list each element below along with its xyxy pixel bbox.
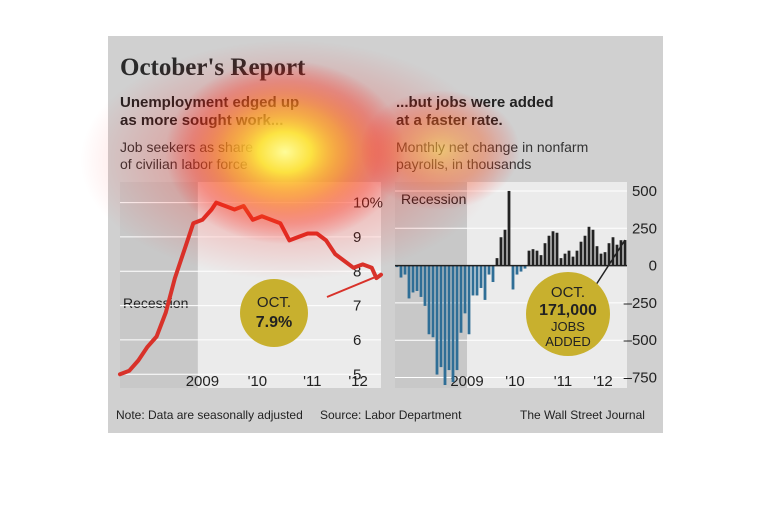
payrolls-bar — [519, 265, 523, 272]
payrolls-bar — [515, 265, 519, 275]
source-note: Source: Labor Department — [320, 408, 462, 422]
payrolls-bar — [407, 265, 411, 299]
payrolls-x-tick-label: '11 — [554, 373, 572, 390]
payrolls-bar — [571, 256, 575, 266]
payrolls-bar — [619, 240, 623, 266]
payrolls-bar — [491, 265, 495, 283]
payrolls-bar — [543, 243, 547, 266]
payrolls-bar — [467, 265, 471, 335]
unemployment-recession-band — [120, 182, 198, 388]
payrolls-bar — [439, 265, 443, 368]
payrolls-callout-bubble — [526, 272, 610, 356]
payrolls-bar — [455, 265, 459, 371]
payrolls-bar — [499, 237, 503, 266]
payrolls-chart: Recession 500 250 0 –250 –500 –750 2009 '10 '11 '1… — [395, 182, 657, 390]
unemployment-recession-label: Recession — [123, 295, 188, 311]
payrolls-bar — [539, 255, 543, 266]
payrolls-callout-line-2: 171,000 — [539, 302, 597, 319]
unemployment-y-tick-label: 10% — [353, 195, 383, 212]
unemployment-callout-line-2: 7.9% — [256, 314, 292, 331]
payrolls-bar — [559, 258, 563, 266]
unemployment-y-tick-label: 7 — [353, 298, 361, 315]
payrolls-bar — [435, 265, 439, 375]
unemployment-callout-line-1: OCT. — [257, 294, 291, 311]
payrolls-bar — [583, 235, 587, 266]
payrolls-bar — [563, 253, 567, 266]
unemployment-x-tick-label: '11 — [303, 373, 321, 390]
payrolls-bar — [495, 258, 499, 266]
payrolls-bar — [591, 229, 595, 266]
payrolls-bar — [575, 250, 579, 266]
payrolls-bar — [475, 265, 479, 296]
payrolls-y-tick-label: 500 — [632, 183, 657, 200]
payrolls-bar — [415, 265, 419, 291]
payrolls-bar — [451, 265, 455, 383]
payrolls-y-tick-label: –250 — [624, 295, 657, 312]
payrolls-recession-label: Recession — [401, 191, 466, 207]
payrolls-x-tick-label: 2009 — [450, 373, 483, 390]
payrolls-bar — [507, 190, 511, 266]
unemployment-callout-bubble — [240, 279, 308, 347]
payrolls-bar — [503, 229, 507, 266]
unemployment-y-tick-label: 6 — [353, 332, 361, 349]
payrolls-bar — [427, 265, 431, 335]
payrolls-bar — [523, 265, 527, 269]
payrolls-bar — [483, 265, 487, 300]
payrolls-bar — [587, 226, 591, 266]
payrolls-bar — [423, 265, 427, 306]
payrolls-callout-leader — [591, 239, 626, 292]
payrolls-bar — [623, 240, 627, 266]
payrolls-bar — [431, 265, 435, 338]
credit-note: The Wall Street Journal — [520, 408, 645, 422]
payrolls-x-tick-label: '10 — [505, 373, 525, 390]
payrolls-bar — [595, 246, 599, 266]
payrolls-y-tick-label: 0 — [649, 258, 657, 275]
payrolls-bar — [535, 250, 539, 266]
payrolls-bar — [419, 265, 423, 297]
payrolls-callout-line-4: ADDED — [545, 334, 591, 349]
chart-figure: October's Report Unemployment edged up a… — [108, 36, 663, 433]
payrolls-bar — [447, 265, 451, 371]
payrolls-bar — [527, 250, 531, 266]
unemployment-x-tick-label: '12 — [348, 373, 368, 390]
payrolls-bar — [471, 265, 475, 296]
payrolls-bar — [459, 265, 463, 333]
unemployment-x-tick-label: 2009 — [186, 373, 219, 390]
payrolls-y-tick-label: 250 — [632, 220, 657, 237]
payrolls-x-tick-label: '12 — [593, 373, 613, 390]
payrolls-callout-line-1: OCT. — [551, 284, 585, 301]
payrolls-bar — [463, 265, 467, 314]
unemployment-y-tick-label: 9 — [353, 229, 361, 246]
payrolls-y-tick-label: –500 — [624, 332, 657, 349]
payrolls-bar — [611, 237, 615, 266]
payrolls-bar — [603, 252, 607, 266]
payrolls-bar — [567, 250, 571, 266]
unemployment-x-tick-label: '10 — [248, 373, 268, 390]
payrolls-bar — [607, 243, 611, 266]
payrolls-bar — [547, 235, 551, 266]
payrolls-bar — [443, 265, 447, 386]
payrolls-y-tick-label: –750 — [624, 370, 657, 387]
payrolls-callout-line-3: JOBS — [551, 319, 585, 334]
payrolls-bar — [531, 249, 535, 266]
payrolls-bar — [411, 265, 415, 293]
payrolls-bar — [551, 231, 555, 266]
unemployment-y-tick-label: 5 — [353, 366, 361, 383]
payrolls-bar — [479, 265, 483, 288]
payrolls-bar — [599, 253, 603, 266]
payrolls-bar — [511, 265, 515, 290]
payrolls-bar — [615, 244, 619, 266]
payrolls-bar — [487, 265, 491, 275]
payrolls-bar — [555, 232, 559, 266]
payrolls-bar — [579, 241, 583, 266]
payrolls-bar — [399, 265, 403, 278]
payrolls-bar — [403, 265, 407, 275]
footnote: Note: Data are seasonally adjusted — [116, 408, 303, 422]
